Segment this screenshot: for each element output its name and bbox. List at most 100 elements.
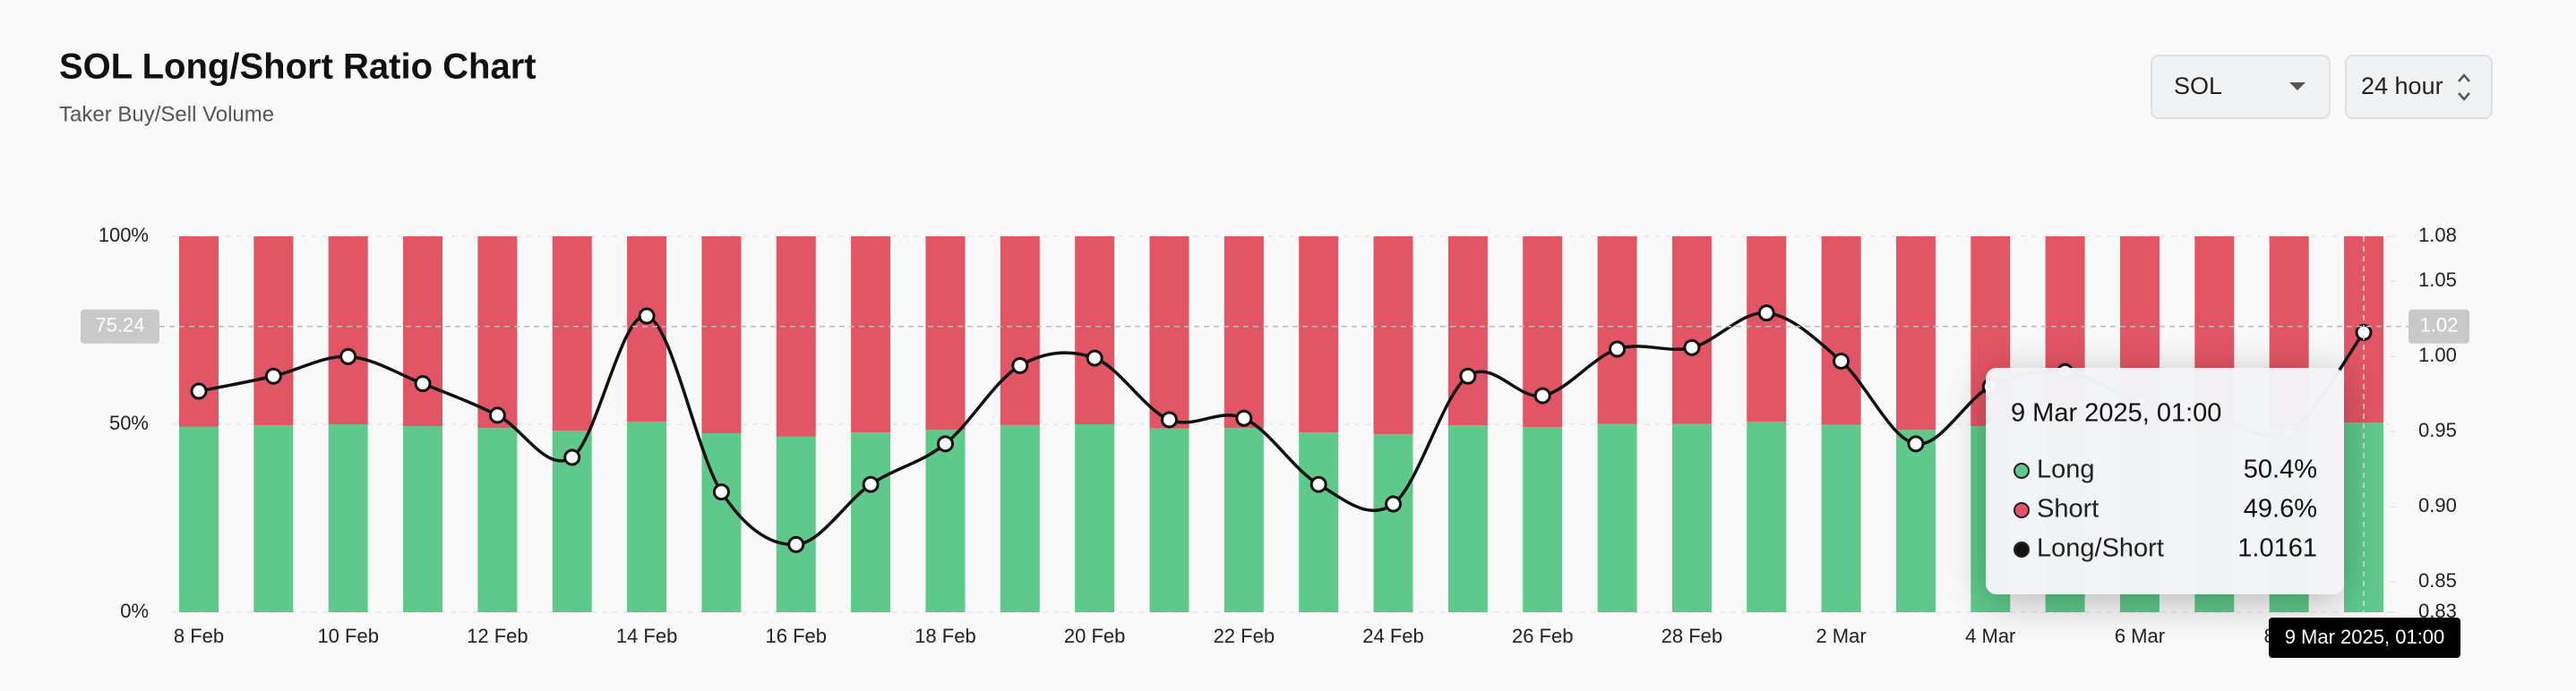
bar-segment xyxy=(328,424,368,612)
legend-dot xyxy=(2014,542,2030,558)
bar-segment xyxy=(1224,428,1264,612)
bar-segment xyxy=(1447,425,1488,612)
x-tick-label: 18 Feb xyxy=(914,625,976,647)
bar-segment xyxy=(328,236,368,424)
bar-segment xyxy=(477,236,518,429)
bar-segment xyxy=(1149,236,1189,429)
legend-name: Short xyxy=(2037,495,2099,524)
x-tick-label: 16 Feb xyxy=(766,625,828,647)
x-tick-label: 6 Mar xyxy=(2115,625,2165,647)
ratio-point xyxy=(488,406,506,424)
ratio-point xyxy=(1385,495,1403,513)
y2-tick-label: 0.95 xyxy=(2418,419,2457,441)
select-box[interactable] xyxy=(2345,55,2493,119)
ratio-point xyxy=(264,367,282,385)
legend-name: Long xyxy=(2037,456,2095,484)
bar-segment xyxy=(1821,424,1861,612)
tooltip-box xyxy=(1986,368,2344,594)
asset-select[interactable]: SOL xyxy=(2151,55,2331,119)
ratio-point xyxy=(787,535,805,553)
ratio-point xyxy=(1833,352,1850,370)
ratio-point xyxy=(1309,475,1327,493)
bar-segment xyxy=(1299,236,1339,433)
bar-segment xyxy=(552,236,592,431)
plot: 0%50%100%0.830.850.900.951.001.051.088 F… xyxy=(81,224,2469,658)
y2-tick-label: 0.90 xyxy=(2418,494,2457,516)
ratio-point xyxy=(1459,367,1477,385)
ratio-point xyxy=(1609,340,1627,358)
x-tick-label: 14 Feb xyxy=(616,625,678,647)
dropdown-arrow xyxy=(2289,82,2306,90)
ratio-point xyxy=(1235,409,1253,427)
crosshair-y-label: 75.24 xyxy=(95,314,144,337)
bar-segment xyxy=(1075,236,1115,424)
bar-segment xyxy=(1597,236,1637,424)
bar-segment xyxy=(925,430,966,612)
tooltip: 9 Mar 2025, 01:00 Long 50.4% Short 49.6% Long… xyxy=(1986,368,2344,594)
x-tick-label: 26 Feb xyxy=(1512,625,1574,647)
select-value[interactable]: 24 hour xyxy=(2361,73,2443,99)
bar-segment xyxy=(1523,426,1563,612)
ratio-point xyxy=(1160,411,1178,429)
y2-tick-label: 1.05 xyxy=(2418,269,2457,291)
interval-select[interactable]: 24 hour xyxy=(2345,55,2493,119)
ratio-point xyxy=(414,375,432,393)
bar-segment xyxy=(253,425,294,612)
x-tick-label: 22 Feb xyxy=(1214,625,1275,647)
legend-value: 1.0161 xyxy=(2237,534,2317,563)
bar-segment xyxy=(1299,432,1339,612)
chart-subtitle: Taker Buy/Sell Volume xyxy=(59,102,274,126)
bar-segment xyxy=(1000,424,1040,612)
ratio-point xyxy=(638,307,656,325)
ratio-point xyxy=(862,475,880,493)
crosshair-y-box xyxy=(81,309,159,344)
y2-tick-label: 1.08 xyxy=(2418,224,2457,246)
y-tick-label: 50% xyxy=(109,412,149,434)
ratio-point xyxy=(1011,356,1029,374)
bar-segment xyxy=(403,236,443,427)
legend-value: 49.6% xyxy=(2244,495,2317,524)
x-tick-label: 8 Feb xyxy=(174,625,224,647)
bar-segment xyxy=(1671,423,1712,612)
crosshair-x-box xyxy=(2269,618,2460,658)
y2-tick-label: 1.00 xyxy=(2418,344,2457,366)
bar-segment xyxy=(253,236,294,426)
ratio-point xyxy=(1907,435,1925,453)
ratio-point xyxy=(190,382,208,400)
crosshair-y2-box xyxy=(2409,309,2469,344)
bar-segment xyxy=(701,236,742,434)
bar-segment xyxy=(776,436,816,612)
bar-segment xyxy=(1597,423,1637,612)
bar-segment xyxy=(627,422,667,612)
tooltip-title: 9 Mar 2025, 01:00 xyxy=(2011,399,2221,428)
select-box[interactable] xyxy=(2151,55,2331,119)
x-tick-label: 20 Feb xyxy=(1064,625,1126,647)
bar-segment xyxy=(1224,236,1264,429)
ratio-point xyxy=(1086,349,1103,367)
y-tick-label: 100% xyxy=(99,224,149,246)
legend-dot xyxy=(2014,463,2030,479)
ratio-point xyxy=(712,483,730,501)
crosshair-x-label: 9 Mar 2025, 01:00 xyxy=(2285,626,2445,648)
chart-title: SOL Long/Short Ratio Chart xyxy=(59,47,537,87)
ratio-point xyxy=(339,347,357,365)
bar-segment xyxy=(179,426,219,612)
crosshair-y2-label: 1.02 xyxy=(2420,314,2459,337)
ratio-point xyxy=(1533,387,1551,405)
x-tick-label: 2 Mar xyxy=(1816,625,1866,647)
bar-segment xyxy=(1075,424,1115,612)
legend-value: 50.4% xyxy=(2244,456,2317,484)
ratio-point xyxy=(1757,304,1775,322)
x-tick-label: 10 Feb xyxy=(317,625,379,647)
bar-segment xyxy=(1671,236,1712,424)
select-value[interactable]: SOL xyxy=(2174,73,2222,99)
bar-segment xyxy=(851,432,891,612)
spinner-icon xyxy=(2458,73,2470,101)
bar-segment xyxy=(1000,236,1040,425)
bar-segment xyxy=(925,236,966,431)
bar-segment xyxy=(1821,236,1861,425)
bar-segment xyxy=(477,428,518,612)
bar-segment xyxy=(403,426,443,612)
x-tick-label: 24 Feb xyxy=(1362,625,1424,647)
